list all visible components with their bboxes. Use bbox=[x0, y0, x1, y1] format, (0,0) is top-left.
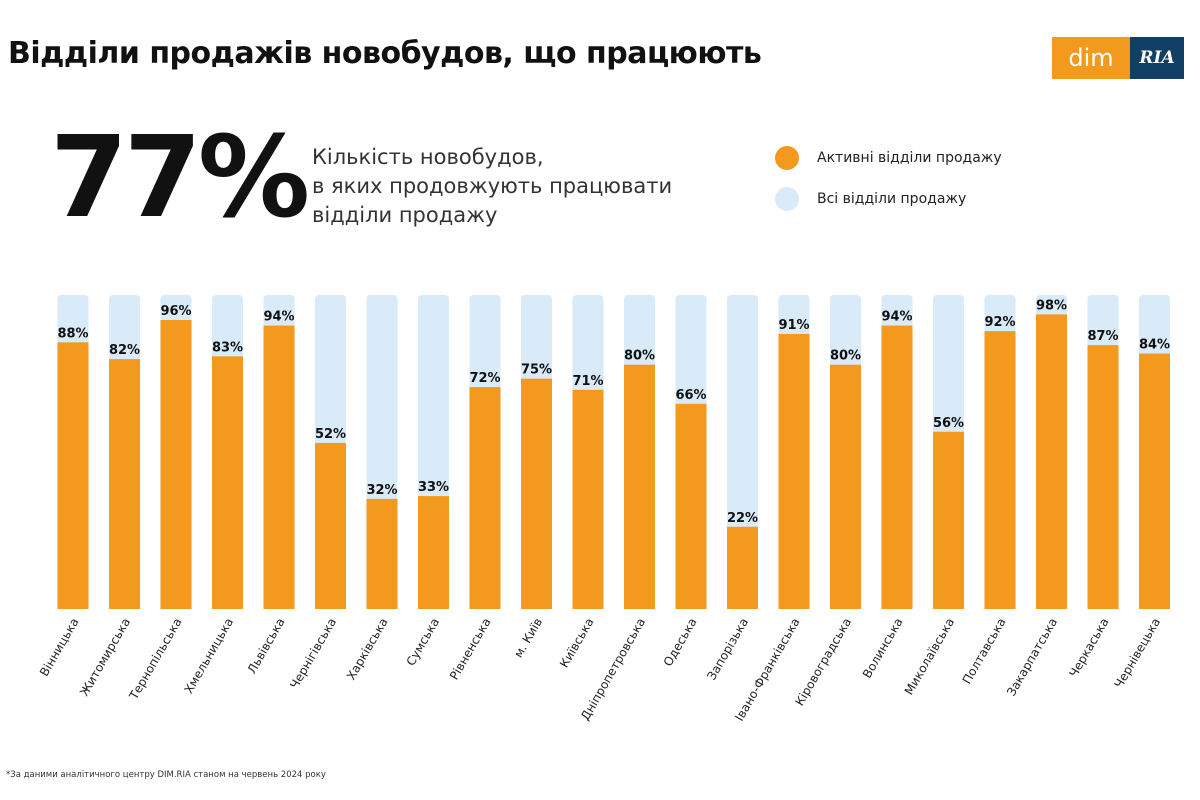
data-label: 32% bbox=[366, 483, 397, 498]
bar-active bbox=[212, 356, 243, 609]
data-label: 82% bbox=[109, 343, 140, 358]
data-label: 94% bbox=[881, 310, 912, 325]
data-label: 22% bbox=[727, 511, 758, 526]
legend-swatch-active bbox=[775, 146, 799, 170]
data-label: 91% bbox=[778, 318, 809, 333]
data-label: 88% bbox=[57, 326, 88, 341]
category-label: Тернопільська bbox=[126, 616, 184, 703]
category-label: Одеська bbox=[661, 616, 700, 669]
bar-active bbox=[572, 389, 604, 609]
bar-active bbox=[881, 325, 913, 609]
data-label: 94% bbox=[263, 310, 294, 325]
footnote: *За даними аналітичного центру DIM.RIA с… bbox=[6, 770, 326, 780]
data-label: 75% bbox=[521, 363, 552, 378]
category-label: Харківська bbox=[344, 616, 391, 683]
category-label: Закарпатська bbox=[1004, 616, 1060, 699]
dim-ria-logo: dim RIA bbox=[1052, 37, 1184, 79]
bar-active bbox=[1036, 314, 1067, 609]
category-label: Миколаївська bbox=[902, 616, 957, 698]
legend-label: Активні відділи продажу bbox=[817, 150, 1002, 166]
bar-active bbox=[1139, 353, 1170, 609]
bar-active bbox=[624, 364, 655, 609]
data-label: 72% bbox=[469, 371, 500, 386]
category-label: Сумська bbox=[404, 616, 443, 669]
category-label: Полтавська bbox=[960, 616, 1009, 687]
data-label: 33% bbox=[418, 480, 449, 495]
legend-item-active: Активні відділи продажу bbox=[775, 146, 1002, 170]
legend-item-all: Всі відділи продажу bbox=[775, 187, 966, 211]
legend-label: Всі відділи продажу bbox=[817, 191, 967, 207]
headline-value: 77% bbox=[50, 113, 310, 243]
data-label: 80% bbox=[624, 349, 655, 364]
category-label: Житомирська bbox=[77, 616, 133, 699]
bar-active bbox=[933, 431, 964, 609]
category-label: Львівська bbox=[245, 616, 288, 677]
data-label: 66% bbox=[675, 388, 706, 403]
bar-active bbox=[160, 319, 192, 609]
data-label: 83% bbox=[212, 340, 243, 355]
bar-active bbox=[418, 496, 449, 609]
bar-active bbox=[830, 364, 861, 609]
category-label: Запорізька bbox=[704, 616, 751, 683]
legend-swatch-all bbox=[775, 187, 799, 211]
category-label: Київська bbox=[557, 616, 597, 671]
data-label: 52% bbox=[315, 427, 346, 442]
data-label: 56% bbox=[933, 416, 964, 431]
data-label: 92% bbox=[984, 315, 1015, 330]
data-label: 71% bbox=[572, 374, 603, 389]
page-title: Відділи продажів новобудов, що працюють bbox=[8, 36, 762, 71]
category-label: Кіровоградська bbox=[792, 616, 854, 709]
bar-active bbox=[263, 325, 295, 609]
bar-active bbox=[366, 498, 398, 609]
category-label: Хмельницька bbox=[182, 616, 237, 697]
category-label: м. Київ bbox=[511, 616, 545, 661]
category-label: Чернівецька bbox=[1112, 616, 1163, 691]
category-label: Вінницька bbox=[37, 616, 82, 679]
data-label: 80% bbox=[830, 349, 861, 364]
data-label: 87% bbox=[1087, 329, 1118, 344]
bar-active bbox=[727, 526, 758, 609]
bar-active bbox=[521, 378, 552, 609]
category-label: Волинська bbox=[860, 616, 906, 681]
data-label: 84% bbox=[1139, 338, 1170, 353]
bar-active bbox=[984, 331, 1016, 609]
data-label: 96% bbox=[160, 304, 191, 319]
bar-active bbox=[675, 403, 707, 609]
data-label: 98% bbox=[1036, 298, 1067, 313]
category-label: Черкаська bbox=[1066, 616, 1111, 680]
bar-active bbox=[315, 442, 346, 609]
bar-active bbox=[778, 333, 810, 609]
category-label: Рівненська bbox=[447, 616, 494, 683]
bar-active bbox=[57, 342, 89, 609]
category-label: Чернігівська bbox=[287, 616, 339, 692]
headline-description: Кількість новобудов, в яких продовжують … bbox=[312, 145, 673, 227]
logo-dim: dim bbox=[1052, 37, 1130, 79]
logo-ria: RIA bbox=[1130, 37, 1184, 79]
bar-active bbox=[469, 387, 501, 609]
bar-active bbox=[109, 359, 140, 609]
bar-active bbox=[1087, 345, 1119, 609]
